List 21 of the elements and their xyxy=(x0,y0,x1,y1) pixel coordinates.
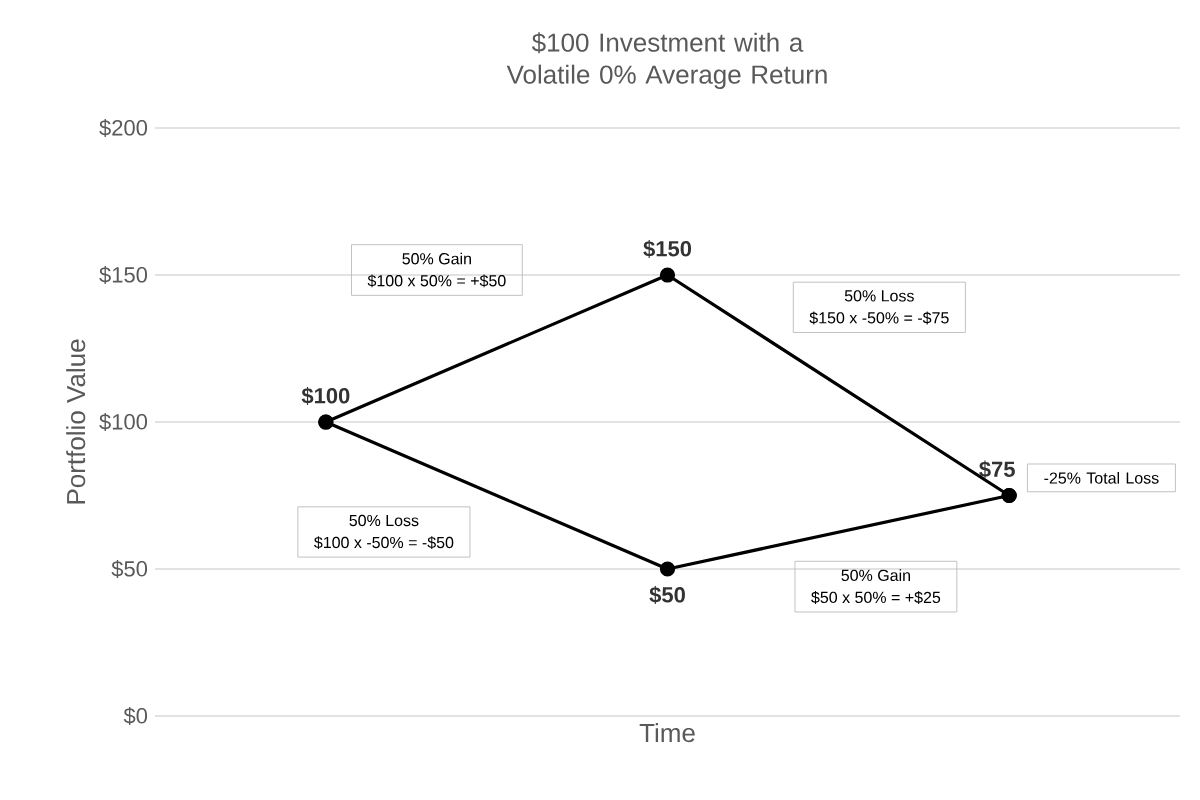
data-label: $150 xyxy=(643,239,692,258)
annotation: 50% Gain xyxy=(402,252,471,265)
annotation: 50% Loss xyxy=(349,514,419,527)
annotation: 50% Loss xyxy=(844,290,914,302)
annotation: $50 x 50% = +$25 xyxy=(811,591,941,604)
y-tick-label: $200 xyxy=(99,119,148,137)
y-axis-title: Portfolio Value xyxy=(66,339,86,504)
y-tick-label: $50 xyxy=(111,560,148,578)
annotation: -25% Total Loss xyxy=(1044,471,1159,484)
y-tick-label: $150 xyxy=(99,266,148,284)
y-tick-label: $0 xyxy=(123,707,148,725)
annotation: 50% Gain xyxy=(841,569,910,582)
data-label: $75 xyxy=(979,460,1015,479)
y-tick-label: $100 xyxy=(99,413,148,431)
data-label: $100 xyxy=(301,386,350,405)
annotation: $150 x -50% = -$75 xyxy=(809,311,949,325)
chart-title: $100 Investment with a Volatile 0% Average Return xyxy=(506,32,827,89)
x-axis-title: Time xyxy=(639,723,695,743)
annotation: $100 x 50% = +$50 xyxy=(367,274,506,288)
data-label: $50 xyxy=(649,586,685,605)
annotation: $100 x -50% = -$50 xyxy=(314,536,454,550)
